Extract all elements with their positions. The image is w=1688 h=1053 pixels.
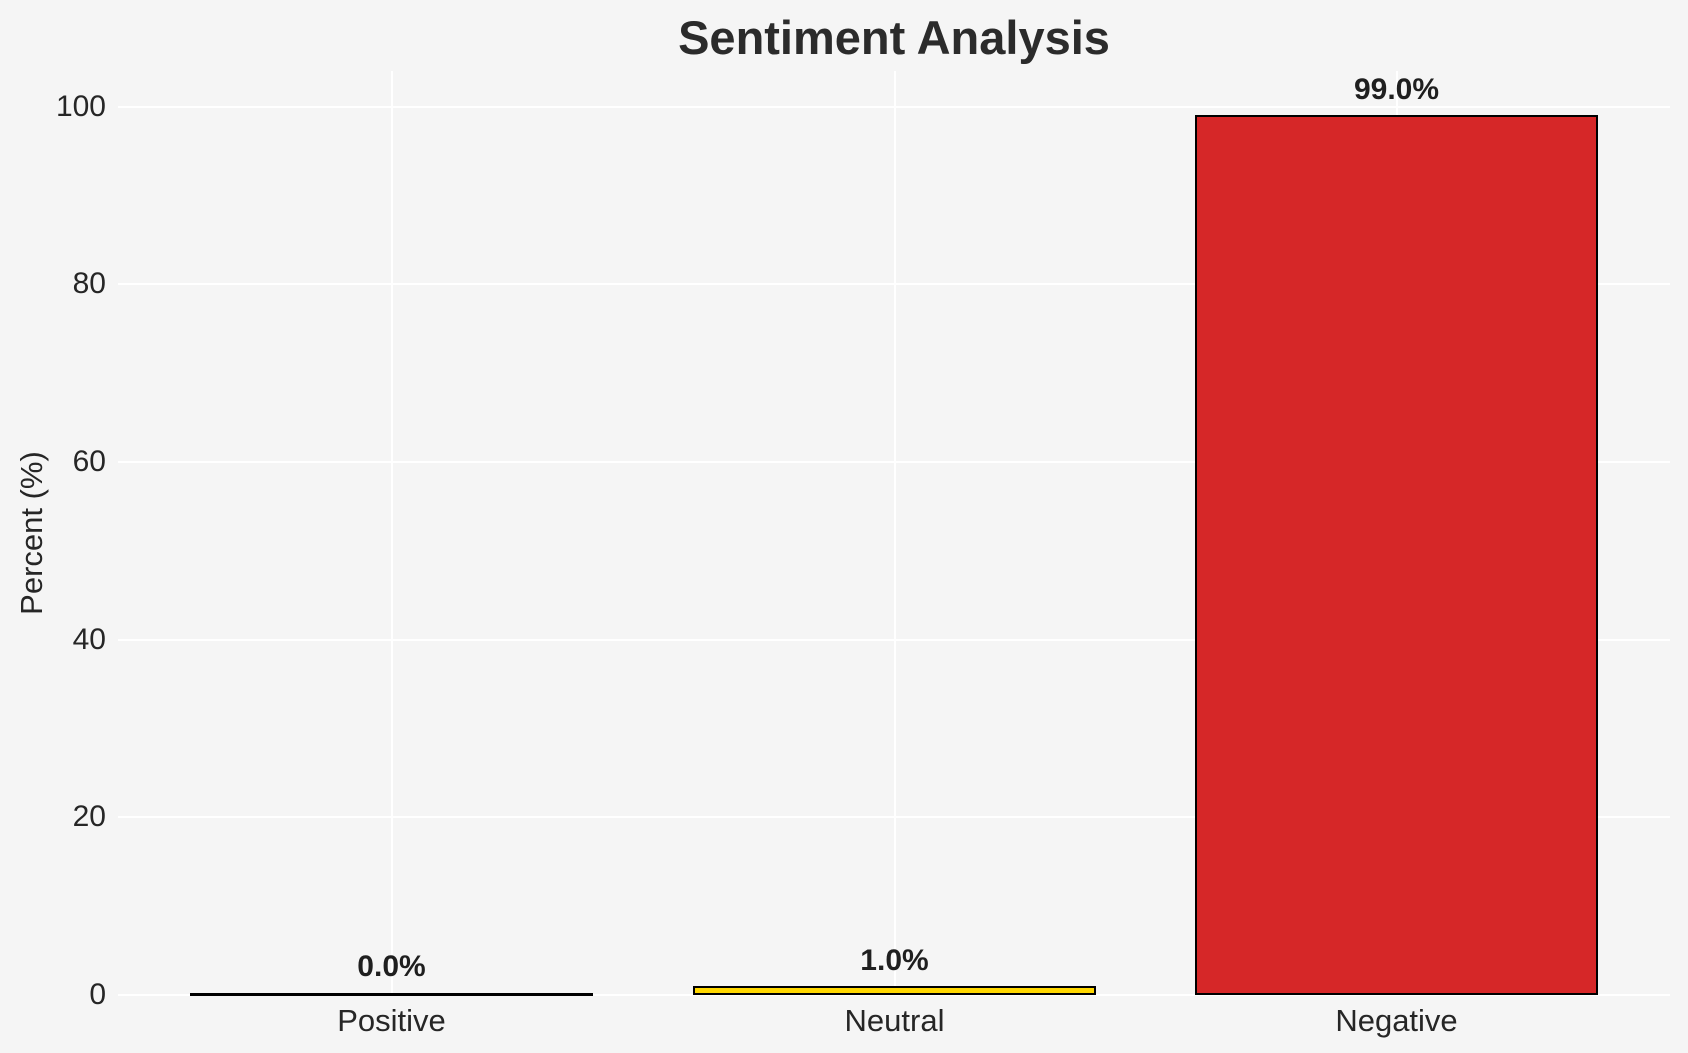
bar-negative: [1195, 115, 1598, 995]
y-tick-80: 80: [72, 267, 106, 301]
x-tick-negative: Negative: [1335, 1003, 1458, 1038]
x-tick-positive: Positive: [337, 1003, 446, 1038]
y-tick-40: 40: [72, 622, 106, 656]
y-tick-20: 20: [72, 800, 106, 834]
y-tick-100: 100: [55, 89, 106, 123]
bar-neutral: [693, 986, 1096, 995]
gridline-x-positive: [390, 71, 393, 995]
chart-title: Sentiment Analysis: [678, 11, 1110, 64]
value-label-positive: 0.0%: [357, 950, 426, 983]
bar-positive: [190, 993, 593, 996]
x-tick-neutral: Neutral: [844, 1003, 945, 1038]
plot-area: 0.0% 1.0% 99.0%: [118, 71, 1670, 996]
y-tick-60: 60: [72, 444, 106, 478]
value-label-neutral: 1.0%: [860, 944, 929, 978]
y-tick-0: 0: [89, 978, 106, 1011]
value-label-negative: 99.0%: [1353, 73, 1440, 107]
gridline-y-0: [118, 994, 1670, 996]
gridline-x-neutral: [893, 71, 896, 995]
